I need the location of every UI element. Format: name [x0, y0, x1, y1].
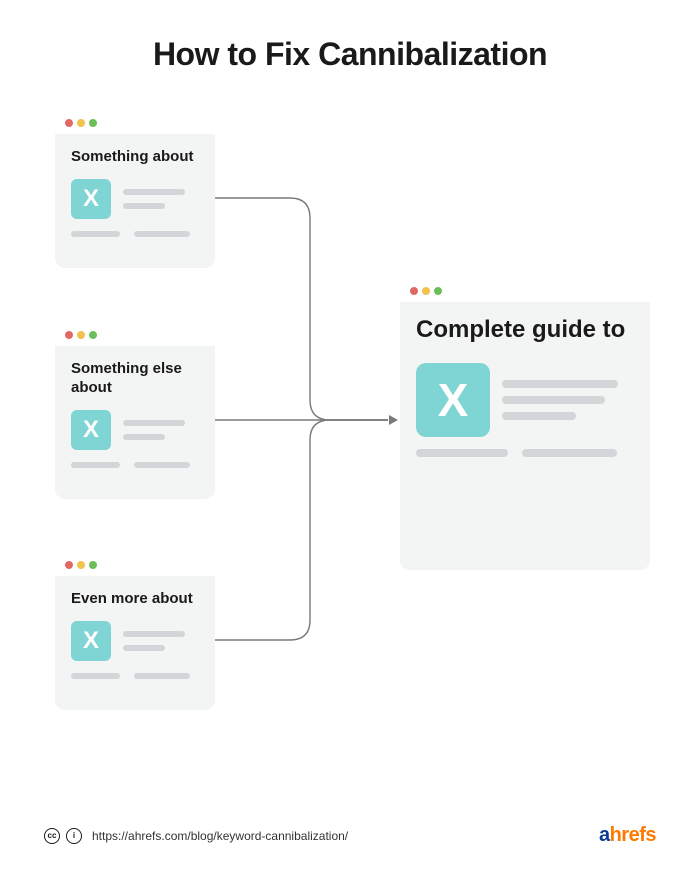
window-header: [55, 324, 215, 346]
card-body: Something about X: [55, 134, 215, 253]
content-row: X: [71, 621, 199, 661]
placeholder-lines: [123, 631, 199, 651]
card-1: Something about X: [55, 112, 215, 268]
window-header: [400, 280, 650, 302]
placeholder-line: [134, 231, 190, 237]
card-body: Complete guide to X: [400, 302, 650, 473]
placeholder-line: [502, 380, 618, 388]
card-title: Something else about: [71, 360, 199, 398]
traffic-light-red: [410, 287, 418, 295]
traffic-light-yellow: [77, 119, 85, 127]
traffic-light-green: [89, 561, 97, 569]
placeholder-lines: [123, 420, 199, 440]
placeholder-line: [71, 462, 120, 468]
connector-path: [215, 420, 388, 640]
card-big: Complete guide to X: [400, 280, 650, 570]
placeholder-line: [134, 462, 190, 468]
topic-x-icon: X: [71, 621, 111, 661]
window-header: [55, 112, 215, 134]
cc-icon: cc: [44, 828, 60, 844]
placeholder-line: [71, 231, 120, 237]
placeholder-bottom-lines: [416, 449, 634, 457]
traffic-light-red: [65, 561, 73, 569]
traffic-light-yellow: [77, 561, 85, 569]
topic-x-icon: X: [416, 363, 490, 437]
traffic-light-green: [434, 287, 442, 295]
placeholder-lines: [502, 380, 634, 420]
arrowhead-icon: [389, 415, 398, 425]
placeholder-line: [123, 434, 165, 440]
page-title: How to Fix Cannibalization: [0, 36, 700, 73]
topic-x-icon: X: [71, 179, 111, 219]
card-3: Even more about X: [55, 554, 215, 710]
footer-left: cc i https://ahrefs.com/blog/keyword-can…: [44, 828, 348, 844]
placeholder-line: [123, 189, 185, 195]
traffic-light-green: [89, 331, 97, 339]
footer-url: https://ahrefs.com/blog/keyword-cannibal…: [92, 829, 348, 843]
brand-rest: hrefs: [610, 824, 656, 846]
placeholder-line: [123, 203, 165, 209]
placeholder-lines: [123, 189, 199, 209]
card-body: Even more about X: [55, 576, 215, 695]
brand-logo: ahrefs: [599, 824, 656, 847]
traffic-light-yellow: [422, 287, 430, 295]
placeholder-bottom-lines: [71, 673, 199, 679]
placeholder-line: [123, 645, 165, 651]
placeholder-line: [123, 631, 185, 637]
traffic-light-yellow: [77, 331, 85, 339]
placeholder-line: [522, 449, 618, 457]
card-title: Something about: [71, 148, 199, 167]
topic-x-icon: X: [71, 410, 111, 450]
attribution-icon: i: [66, 828, 82, 844]
placeholder-line: [134, 673, 190, 679]
placeholder-line: [416, 449, 508, 457]
connector-path: [215, 198, 388, 420]
card-body: Something else about X: [55, 346, 215, 484]
placeholder-line: [71, 673, 120, 679]
content-row: X: [71, 179, 199, 219]
card-2: Something else about X: [55, 324, 215, 499]
traffic-light-red: [65, 331, 73, 339]
placeholder-line: [502, 412, 576, 420]
traffic-light-red: [65, 119, 73, 127]
content-row: X: [416, 363, 634, 437]
footer: cc i https://ahrefs.com/blog/keyword-can…: [44, 824, 656, 847]
placeholder-bottom-lines: [71, 231, 199, 237]
brand-a: a: [599, 824, 610, 846]
content-row: X: [71, 410, 199, 450]
placeholder-line: [502, 396, 605, 404]
placeholder-bottom-lines: [71, 462, 199, 468]
card-title: Complete guide to: [416, 316, 634, 345]
window-header: [55, 554, 215, 576]
traffic-light-green: [89, 119, 97, 127]
card-title: Even more about: [71, 590, 199, 609]
placeholder-line: [123, 420, 185, 426]
